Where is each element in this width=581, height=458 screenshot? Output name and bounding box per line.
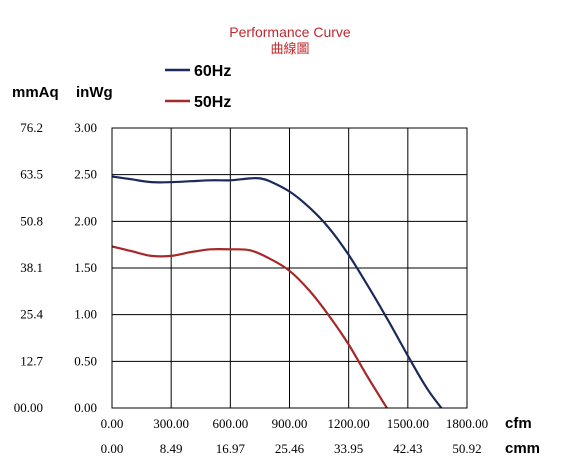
y-tick-label-inwg: 0.00	[74, 400, 97, 415]
x-tick-label-cfm: 300.00	[153, 416, 189, 431]
x-tick-label-cfm: 0.00	[101, 416, 124, 431]
chart-subtitle: 曲線圖	[270, 41, 309, 56]
y-unit-right: inWg	[76, 84, 113, 101]
x-tick-label-cfm: 1200.00	[328, 416, 370, 431]
legend-label-60hz: 60Hz	[194, 63, 231, 80]
y-tick-label-inwg: 1.00	[74, 307, 97, 322]
y-tick-label-inwg: 2.50	[74, 167, 97, 182]
x-tick-label-cfm: 900.00	[272, 416, 308, 431]
y-tick-label-mmaq: 25.4	[20, 307, 43, 322]
x-tick-label-cmm: 8.49	[160, 441, 183, 456]
x-unit-bottom: cmm	[505, 440, 540, 457]
y-tick-label-mmaq: 00.00	[14, 400, 43, 415]
grid	[112, 128, 467, 408]
y-tick-label-mmaq: 12.7	[20, 353, 43, 368]
x-tick-label-cfm: 1800.00	[446, 416, 488, 431]
y-unit-left: mmAq	[12, 84, 59, 101]
y-tick-label-inwg: 0.50	[74, 353, 97, 368]
x-tick-label-cmm: 42.43	[393, 441, 422, 456]
chart-title: Performance Curve	[229, 24, 351, 40]
x-tick-label-cmm: 33.95	[334, 441, 363, 456]
x-tick-label-cfm: 1500.00	[387, 416, 429, 431]
tick-labels: 0.00 300.00 600.00 900.00 1200.00 1500.00 1800…	[14, 120, 488, 456]
y-tick-label-inwg: 1.50	[74, 260, 97, 275]
y-tick-label-mmaq: 63.5	[20, 167, 43, 182]
y-tick-label-inwg: 3.00	[74, 120, 97, 135]
x-tick-label-cmm: 50.92	[452, 441, 481, 456]
series-line-50hz	[112, 245, 389, 408]
x-tick-label-cfm: 600.00	[212, 416, 248, 431]
legend: 60Hz 50Hz	[165, 63, 231, 111]
y-tick-label-inwg: 2.00	[74, 213, 97, 228]
y-tick-label-mmaq: 76.2	[20, 120, 43, 135]
series-layer	[112, 175, 443, 408]
x-tick-label-cmm: 16.97	[216, 441, 246, 456]
y-tick-label-mmaq: 38.1	[20, 260, 43, 275]
x-tick-label-cmm: 25.46	[275, 441, 305, 456]
y-tick-label-mmaq: 50.8	[20, 213, 43, 228]
series-line-60hz	[112, 175, 443, 408]
x-tick-label-cmm: 0.00	[101, 441, 124, 456]
x-unit-top: cfm	[505, 415, 532, 432]
legend-label-50hz: 50Hz	[194, 94, 231, 111]
plot-frame	[111, 127, 468, 409]
